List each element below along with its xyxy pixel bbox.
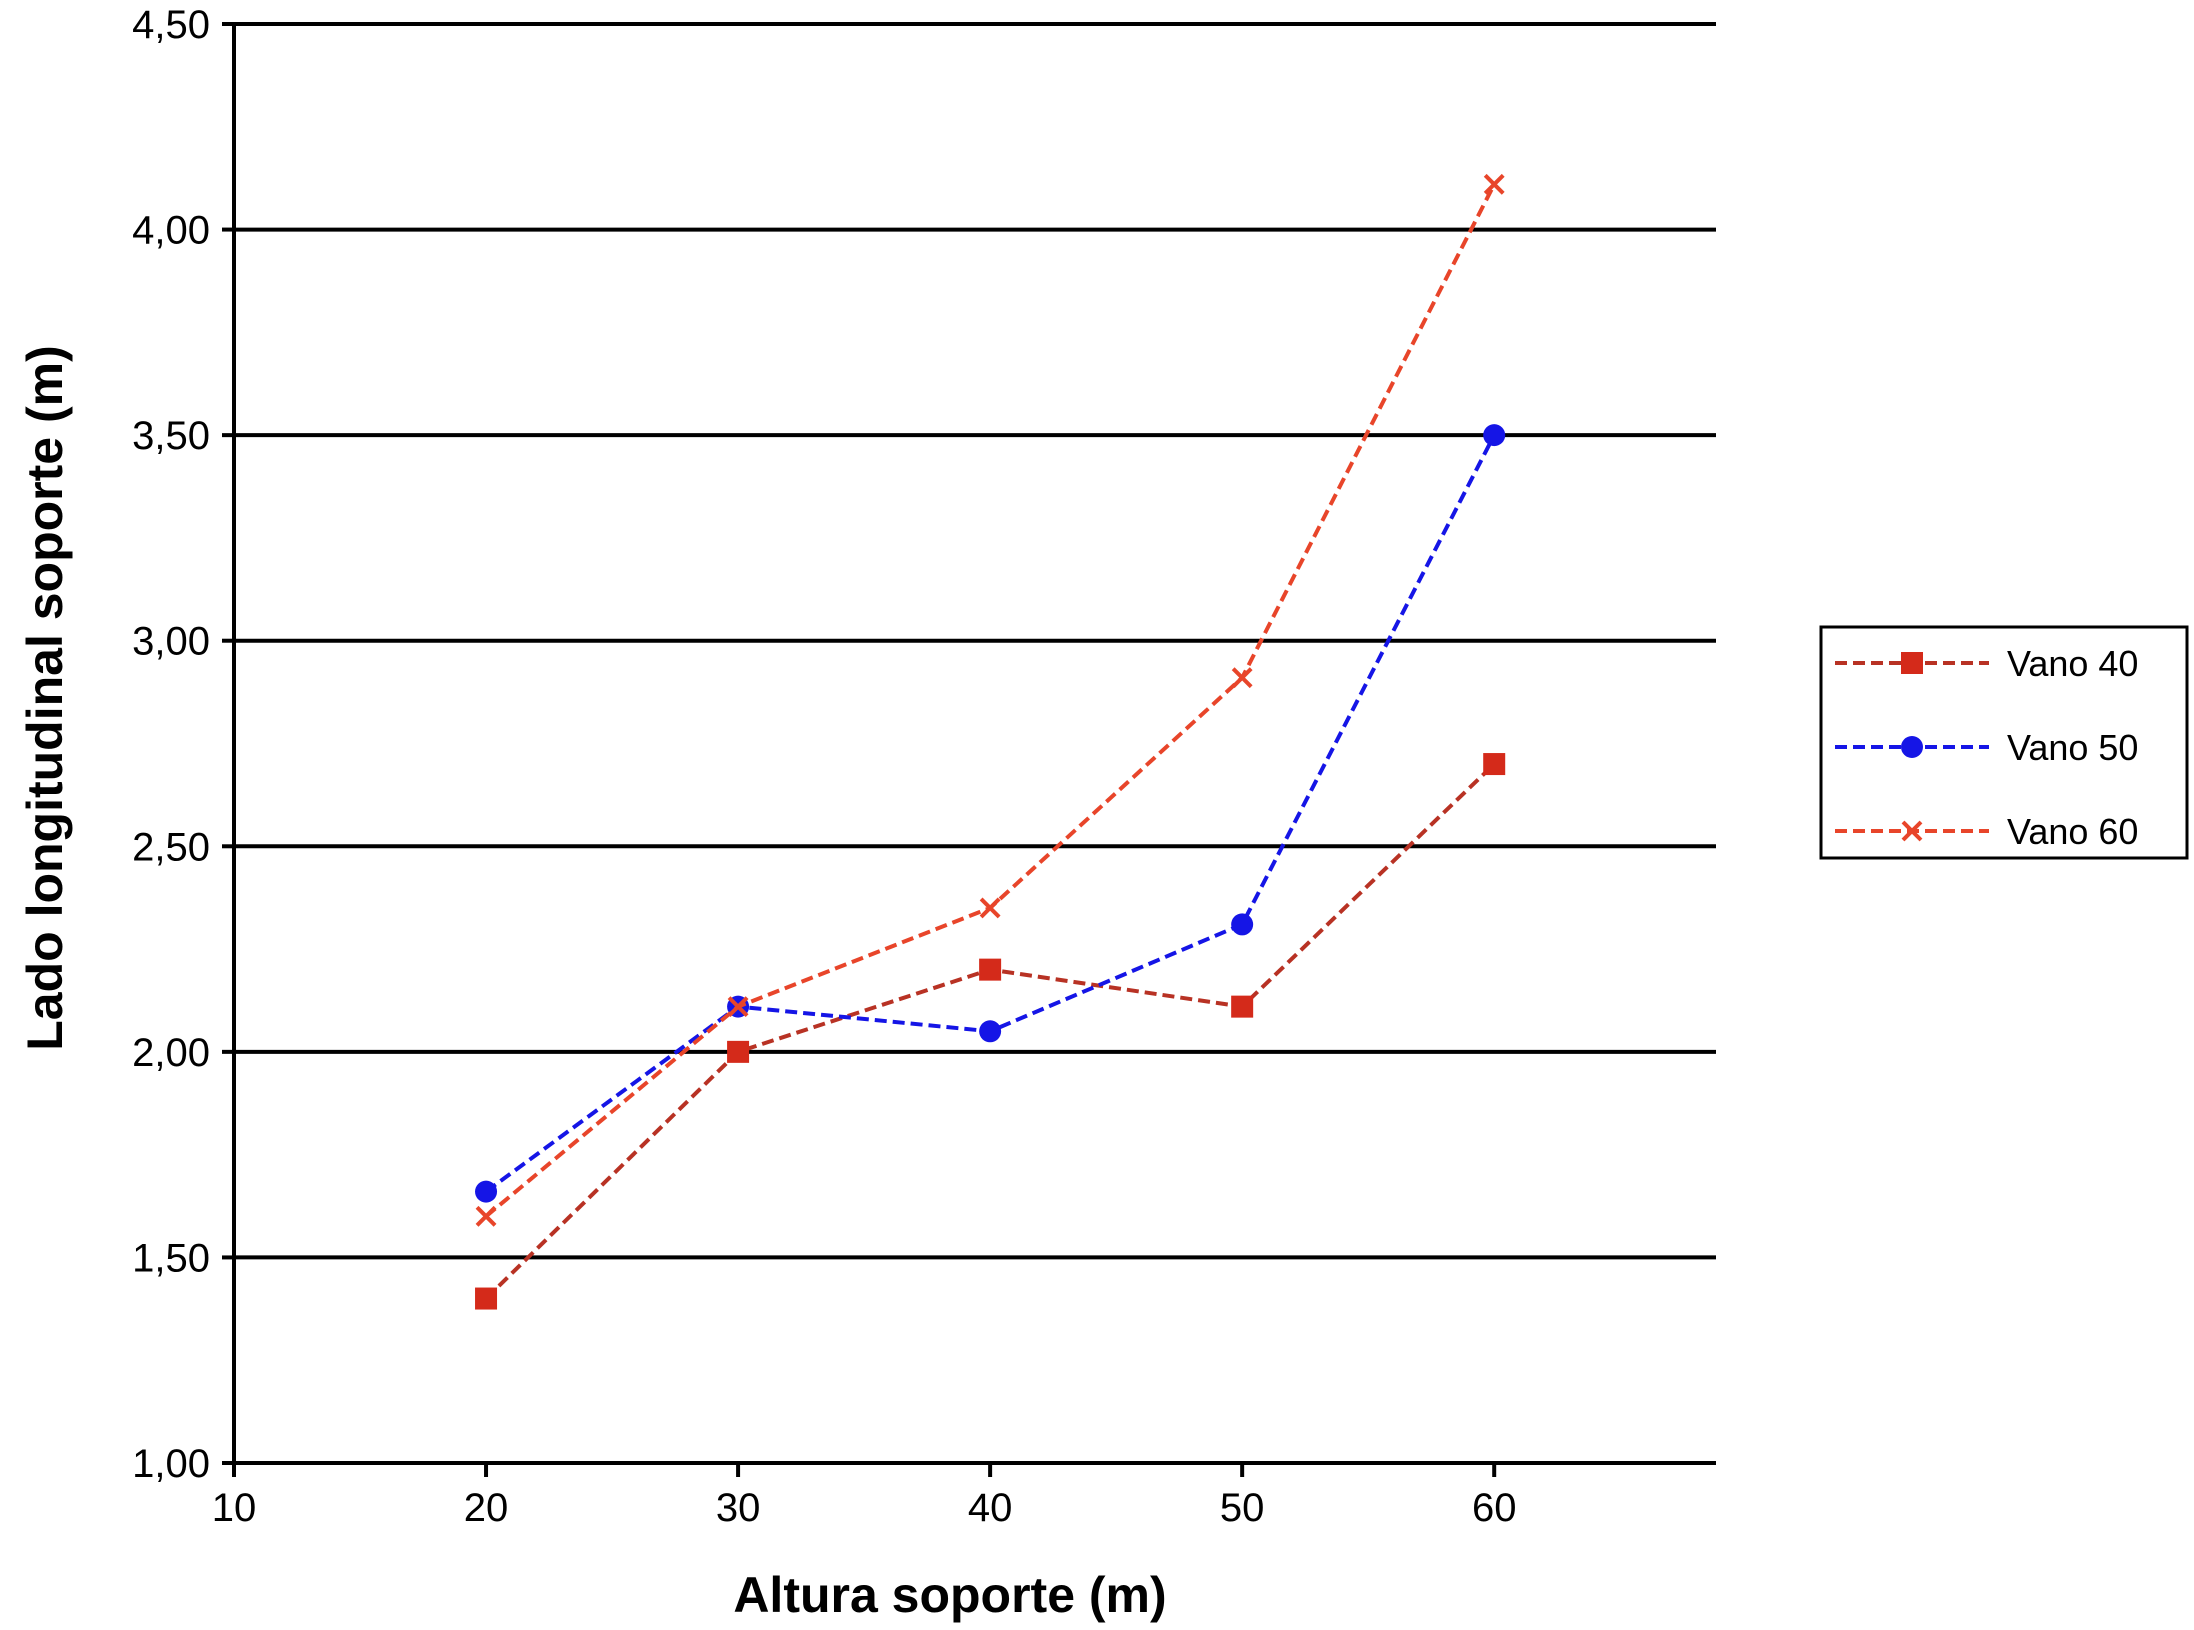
legend-label: Vano 60 <box>2007 811 2138 852</box>
x-marker-stroke <box>1483 173 1505 195</box>
data-point <box>727 1040 750 1063</box>
grid-lines <box>234 22 1716 1260</box>
y-tick-label: 3,00 <box>132 620 210 664</box>
data-point <box>979 958 1002 981</box>
y-tick-label: 4,00 <box>132 209 210 253</box>
legend-box <box>1819 625 2189 860</box>
tick-labels: 1,00 1,50 2,00 2,50 3,00 3,50 4,00 4,50 10 20 30 40… <box>132 3 1516 1530</box>
x-tick-label: 20 <box>464 1486 509 1530</box>
series-layer <box>475 173 1506 1310</box>
legend-label: Vano 50 <box>2007 727 2138 768</box>
y-tick-label: 1,00 <box>132 1442 210 1486</box>
legend-item: Vano 50 <box>1835 727 2138 768</box>
legend-label: Vano 40 <box>2007 643 2138 684</box>
y-axis-title: Lado longitudinal soporte (m) <box>17 345 73 1051</box>
data-point <box>1483 173 1505 195</box>
legend-item: Vano 60 <box>1835 811 2138 852</box>
series-vano-40 <box>475 753 1506 1310</box>
series-line <box>484 434 1496 1194</box>
data-point <box>1231 995 1254 1018</box>
x-marker-stroke <box>979 897 1001 919</box>
data-point <box>475 1287 498 1310</box>
x-marker-stroke <box>1231 667 1253 689</box>
y-tick-label: 4,50 <box>132 3 210 47</box>
legend-marker <box>1901 820 1923 842</box>
x-tick-label: 60 <box>1472 1486 1517 1530</box>
data-point <box>1483 753 1506 776</box>
legend-item: Vano 40 <box>1835 643 2138 684</box>
series-vano-60 <box>475 173 1505 1227</box>
y-tick-label: 1,50 <box>132 1236 210 1280</box>
x-marker-stroke <box>727 996 749 1018</box>
data-point <box>475 1180 498 1203</box>
x-marker-stroke <box>475 1205 497 1227</box>
x-tick-label: 50 <box>1220 1486 1265 1530</box>
legend-marker <box>1901 652 1923 674</box>
data-point <box>1231 667 1253 689</box>
x-marker-stroke <box>1901 820 1923 842</box>
y-tick-label: 3,50 <box>132 414 210 458</box>
x-tick-label: 30 <box>716 1486 761 1530</box>
axes <box>222 22 1716 1477</box>
legend: Vano 40 Vano 50 Vano 60 <box>1819 625 2189 860</box>
series-line <box>484 183 1496 1218</box>
data-point <box>1231 913 1254 936</box>
data-point <box>979 897 1001 919</box>
x-tick-label: 10 <box>212 1486 257 1530</box>
legend-marker <box>1901 736 1923 758</box>
data-point <box>979 1020 1002 1043</box>
data-point <box>475 1205 497 1227</box>
data-point <box>1483 424 1506 447</box>
y-tick-label: 2,50 <box>132 825 210 869</box>
series-vano-50 <box>475 424 1506 1203</box>
data-point <box>727 996 749 1018</box>
y-tick-label: 2,00 <box>132 1031 210 1075</box>
x-tick-label: 40 <box>968 1486 1013 1530</box>
x-axis-title: Altura soporte (m) <box>733 1567 1166 1623</box>
